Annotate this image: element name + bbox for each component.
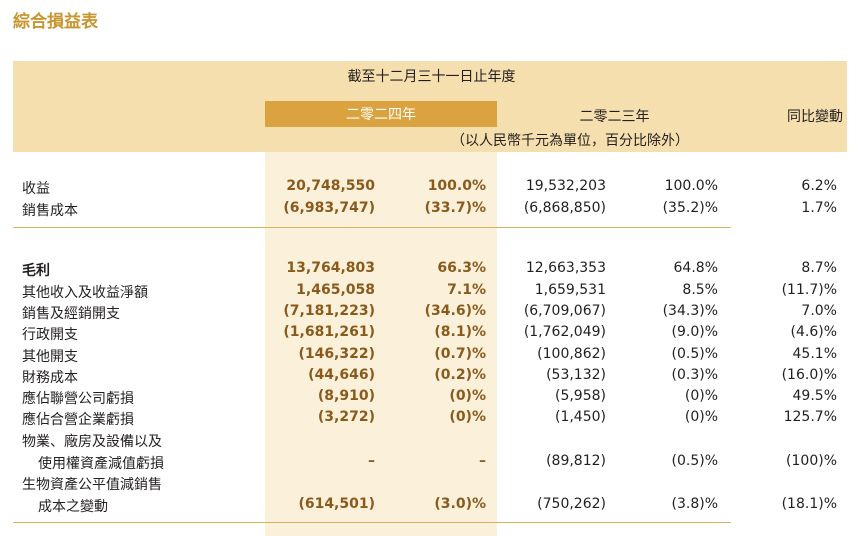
value-2024: (1,681,261) (283, 324, 375, 340)
pct-2023: (0.5)% (671, 346, 719, 362)
value-2024: (614,501) (298, 496, 375, 512)
header-yoy: 同比變動 (787, 109, 843, 125)
table-row: 成本之變動 (614,501) (3.0)% (750,262) (3.8)% … (0, 496, 865, 517)
yoy-change: (18.1)% (781, 496, 837, 512)
value-2024: (7,181,223) (283, 303, 375, 319)
pct-2023: (0.3)% (671, 367, 719, 383)
pct-2024: (0)% (449, 388, 486, 404)
value-2024: (146,322) (298, 346, 375, 362)
pct-2023: (3.8)% (671, 496, 719, 512)
value-2023: (1,450) (554, 409, 606, 425)
value-2024: (44,646) (308, 367, 375, 383)
pct-2023: (35.2)% (662, 200, 718, 216)
yoy-change: 7.0% (801, 303, 837, 319)
pct-2024: (0.2)% (434, 367, 486, 383)
value-2023: (6,868,850) (523, 200, 606, 216)
pct-2024: (0)% (449, 409, 486, 425)
pct-2023: 64.8% (673, 260, 718, 276)
table-row: 使用權資產減值虧損 – – (89,812) (0.5)% (100)% (0, 453, 865, 474)
pct-2024: 7.1% (447, 282, 486, 298)
value-2023: (53,132) (546, 367, 606, 383)
yoy-change: (11.7)% (781, 282, 837, 298)
divider-after-cost (13, 227, 731, 228)
yoy-change: 125.7% (783, 409, 837, 425)
yoy-change: (100)% (786, 453, 837, 469)
pct-2024: – (479, 453, 486, 469)
value-2023: (100,862) (537, 346, 606, 362)
table-row: 毛利 13,764,803 66.3% 12,663,353 64.8% 8.7… (0, 260, 865, 281)
row-label-continued: 成本之變動 (38, 499, 108, 515)
table-row: 其他收入及收益淨額 1,465,058 7.1% 1,659,531 8.5% … (0, 282, 865, 303)
value-2023: 12,663,353 (525, 260, 606, 276)
pct-2023: (0)% (684, 409, 718, 425)
yoy-change: (16.0)% (781, 367, 837, 383)
page-title: 綜合損益表 (13, 12, 98, 32)
pct-2024: (33.7)% (424, 200, 486, 216)
yoy-change: 6.2% (801, 178, 837, 194)
value-2023: (5,958) (554, 388, 606, 404)
header-year-2024: 二零二四年 (265, 101, 497, 127)
value-2024: (6,983,747) (283, 200, 375, 216)
table-row-label-line1: 物業、廠房及設備以及 (0, 431, 865, 452)
pct-2023: 8.5% (682, 282, 718, 298)
pct-2023: (0)% (684, 388, 718, 404)
row-label: 銷售及經銷開支 (22, 306, 120, 322)
value-2023: 1,659,531 (534, 282, 606, 298)
yoy-change: 49.5% (792, 388, 837, 404)
row-label: 其他收入及收益淨額 (22, 285, 148, 301)
pct-2023: (34.3)% (662, 303, 718, 319)
row-label: 毛利 (22, 263, 50, 279)
header-year-2023: 二零二三年 (579, 109, 650, 125)
table-row: 銷售及經銷開支 (7,181,223) (34.6)% (6,709,067) … (0, 303, 865, 324)
header-unit-note: （以人民幣千元為單位，百分比除外） (451, 133, 689, 149)
value-2023: 19,532,203 (525, 178, 606, 194)
value-2024: 13,764,803 (286, 260, 375, 276)
table-row: 其他開支 (146,322) (0.7)% (100,862) (0.5)% 4… (0, 346, 865, 367)
row-label: 收益 (22, 181, 50, 197)
value-2024: 1,465,058 (296, 282, 375, 298)
row-label-continued: 使用權資產減值虧損 (38, 456, 164, 472)
pct-2023: (9.0)% (671, 324, 719, 340)
yoy-change: (4.6)% (790, 324, 838, 340)
table-row: 財務成本 (44,646) (0.2)% (53,132) (0.3)% (16… (0, 367, 865, 388)
table-row: 應佔合營企業虧損 (3,272) (0)% (1,450) (0)% 125.7… (0, 409, 865, 430)
pct-2024: (0.7)% (434, 346, 486, 362)
yoy-change: 8.7% (801, 260, 837, 276)
row-label: 生物資產公平值減銷售 (22, 477, 162, 493)
value-2023: (750,262) (537, 496, 606, 512)
table-row: 行政開支 (1,681,261) (8.1)% (1,762,049) (9.0… (0, 324, 865, 345)
value-2024: – (368, 453, 375, 469)
yoy-change: 1.7% (801, 200, 837, 216)
value-2023: (6,709,067) (523, 303, 606, 319)
pct-2024: (3.0)% (434, 496, 486, 512)
row-label: 應佔合營企業虧損 (22, 412, 134, 428)
row-label: 行政開支 (22, 327, 78, 343)
divider-bottom (13, 522, 731, 523)
table-row-label-line1: 生物資產公平值減銷售 (0, 474, 865, 495)
row-label: 應佔聯營公司虧損 (22, 391, 134, 407)
value-2024: (8,910) (317, 388, 375, 404)
pct-2024: 66.3% (437, 260, 486, 276)
table-row: 銷售成本 (6,983,747) (33.7)% (6,868,850) (35… (0, 200, 865, 221)
pct-2024: 100.0% (427, 178, 486, 194)
row-label: 財務成本 (22, 370, 78, 386)
yoy-change: 45.1% (792, 346, 837, 362)
value-2023: (89,812) (546, 453, 606, 469)
pct-2024: (8.1)% (434, 324, 486, 340)
pct-2023: 100.0% (664, 178, 718, 194)
row-label: 銷售成本 (22, 203, 78, 219)
row-label: 其他開支 (22, 349, 78, 365)
header-period: 截至十二月三十一日止年度 (347, 69, 516, 85)
value-2023: (1,762,049) (523, 324, 606, 340)
pct-2024: (34.6)% (424, 303, 486, 319)
table-row: 收益 20,748,550 100.0% 19,532,203 100.0% 6… (0, 178, 865, 199)
value-2024: 20,748,550 (286, 178, 375, 194)
value-2024: (3,272) (317, 409, 375, 425)
pct-2023: (0.5)% (671, 453, 719, 469)
table-row: 應佔聯營公司虧損 (8,910) (0)% (5,958) (0)% 49.5% (0, 388, 865, 409)
column-2024-highlight (265, 152, 497, 536)
row-label: 物業、廠房及設備以及 (22, 434, 162, 450)
